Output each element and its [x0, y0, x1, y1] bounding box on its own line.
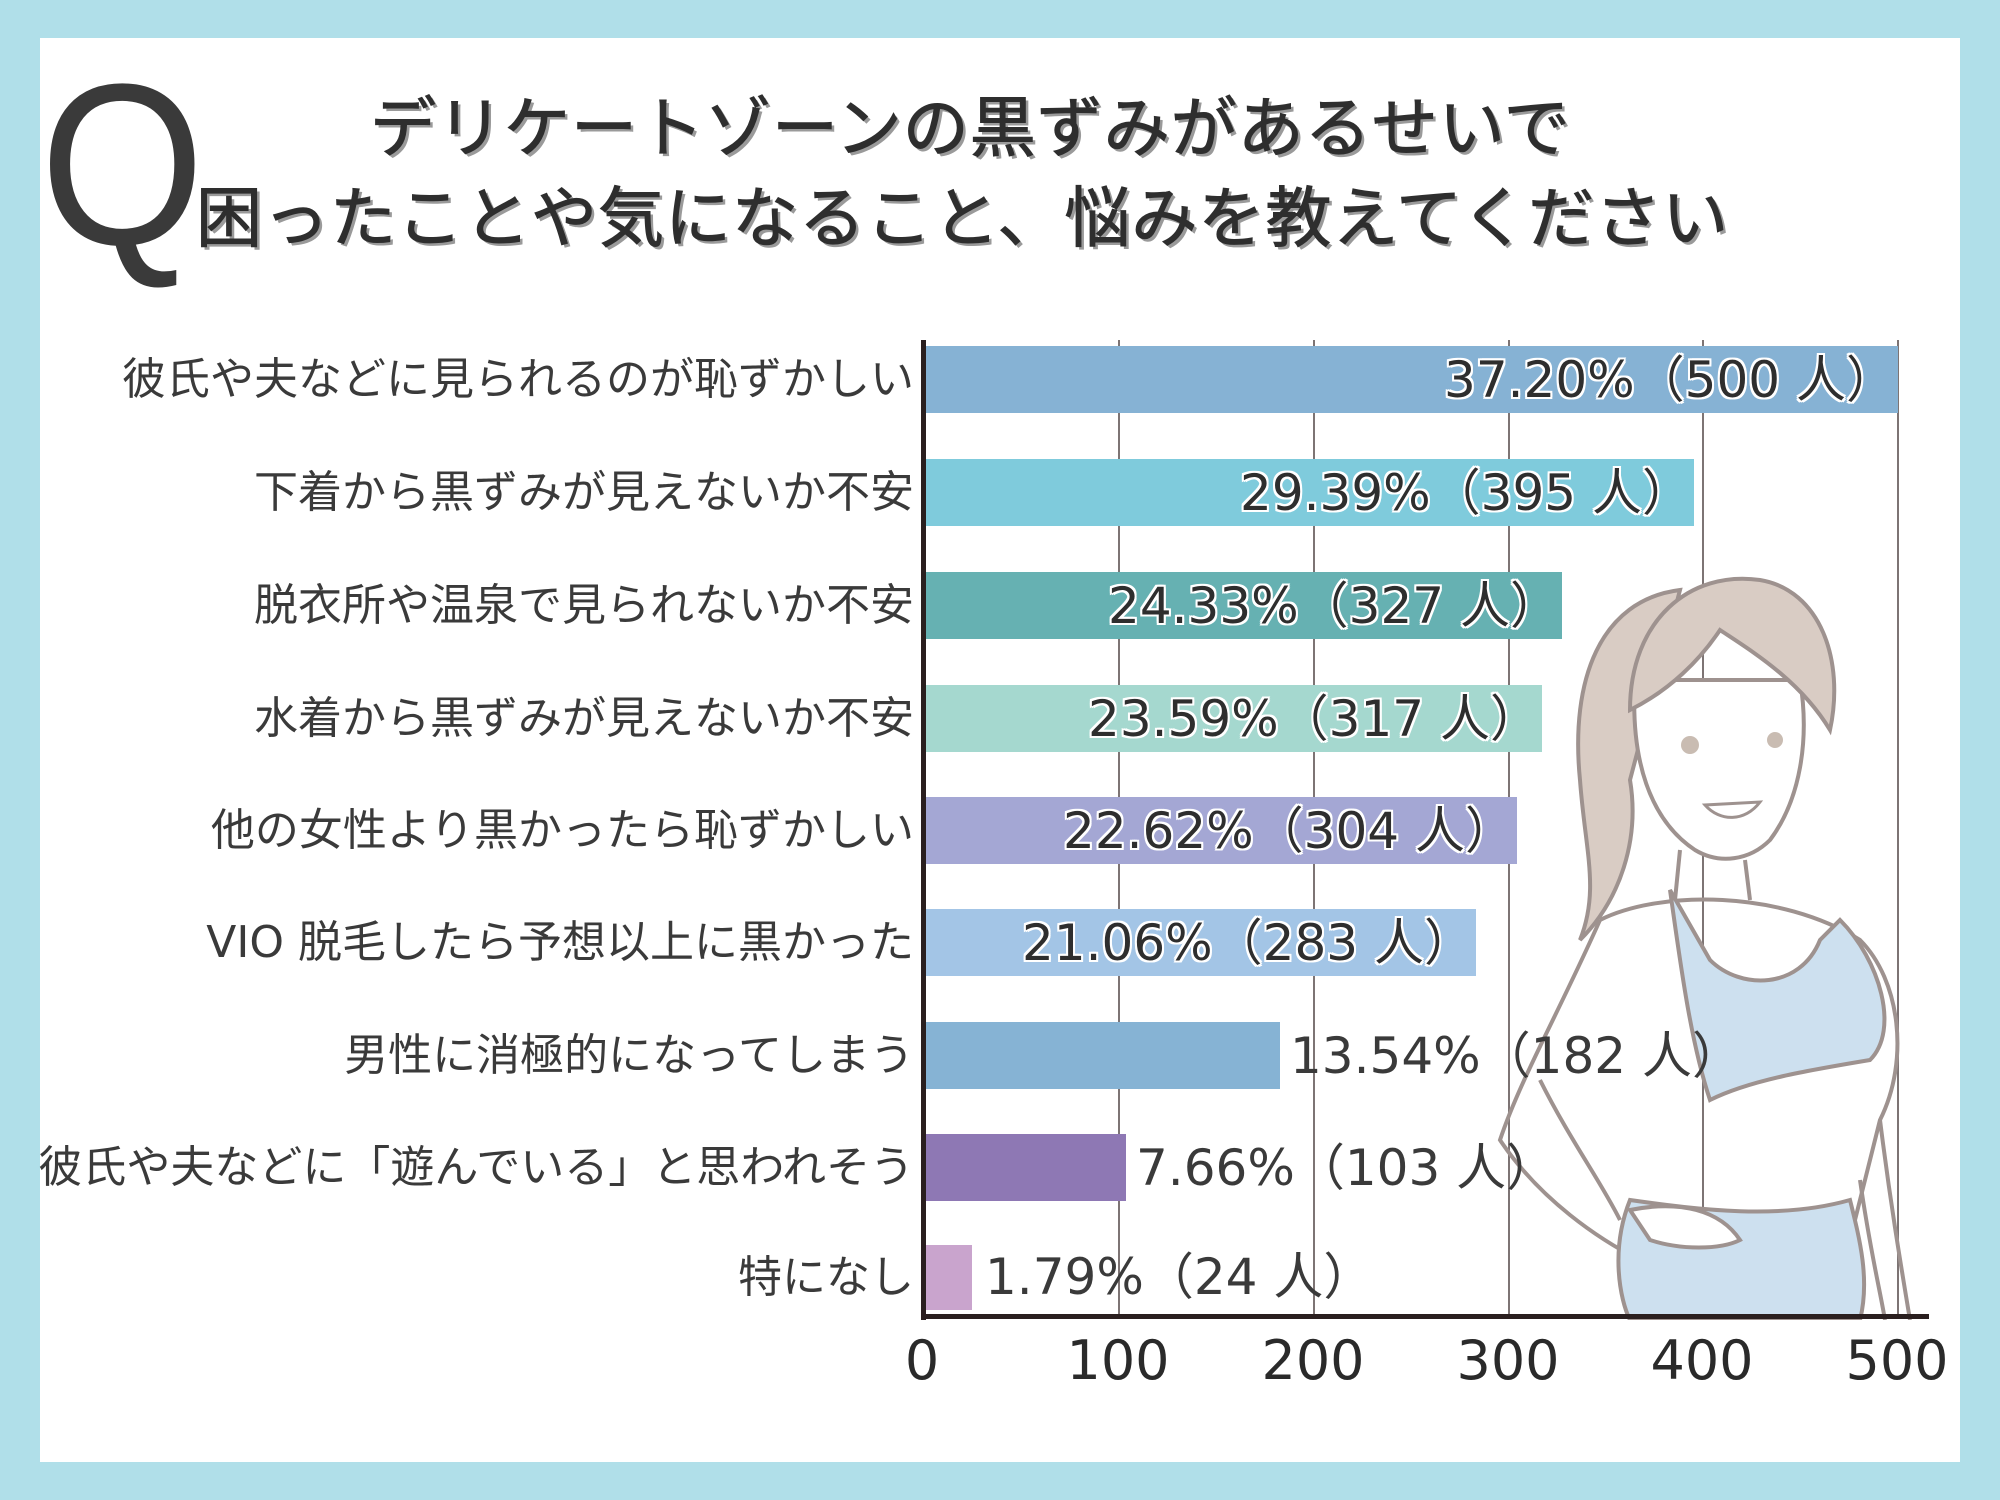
value-label-3: 24.33%（327 人） — [1108, 577, 1560, 635]
value-label-4: 23.59%（317 人） — [1088, 690, 1540, 748]
category-label-8: 彼氏や夫などに「遊んでいる」と思われそう — [38, 1142, 914, 1193]
category-label-6: VIO 脱毛したら予想以上に黒かった — [206, 917, 914, 968]
category-label-4: 水着から黒ずみが見えないか不安 — [254, 693, 914, 744]
x-tick-400: 400 — [1650, 1329, 1754, 1392]
category-label-9: 特になし — [738, 1252, 914, 1303]
value-label-2: 29.39%（395 人） — [1240, 464, 1692, 522]
category-label-1: 彼氏や夫などに見られるのが恥ずかしい — [122, 354, 914, 405]
x-axis-line — [921, 1314, 1929, 1319]
value-label-7: 13.54%（182 人） — [1290, 1027, 1742, 1085]
category-label-7: 男性に消極的になってしまう — [344, 1030, 914, 1081]
value-label-6: 21.06%（283 人） — [1022, 914, 1474, 972]
category-label-3: 脱衣所や温泉で見られないか不安 — [254, 580, 914, 631]
bar-9 — [926, 1245, 972, 1310]
chart-title-line-1: デリケートゾーンの黒ずみがあるせいで — [370, 90, 1571, 167]
x-tick-0: 0 — [904, 1329, 940, 1392]
x-tick-100: 100 — [1066, 1329, 1170, 1392]
category-label-2: 下着から黒ずみが見えないか不安 — [254, 467, 914, 518]
bar-1 — [926, 346, 1898, 413]
bar-5 — [926, 797, 1517, 864]
x-tick-300: 300 — [1456, 1329, 1560, 1392]
value-label-1: 37.20%（500 人） — [1444, 351, 1896, 409]
x-tick-500: 500 — [1845, 1329, 1949, 1392]
question-mark: Q — [40, 36, 205, 293]
category-label-5: 他の女性より黒かったら恥ずかしい — [210, 805, 914, 856]
bar-4 — [926, 685, 1542, 752]
bar-7 — [926, 1022, 1280, 1089]
value-label-8: 7.66%（103 人） — [1136, 1139, 1557, 1197]
value-label-9: 1.79%（24 人） — [985, 1248, 1374, 1306]
y-axis-line — [921, 340, 926, 1320]
woman-illustration — [1497, 576, 1912, 1320]
bar-8 — [926, 1134, 1126, 1201]
bar-2 — [926, 459, 1694, 526]
bar-3 — [926, 572, 1562, 639]
bar-6 — [926, 909, 1476, 976]
gridline-500 — [1897, 340, 1899, 1316]
x-tick-200: 200 — [1261, 1329, 1365, 1392]
chart-title-line-2: 困ったことや気になること、悩みを教えてください — [195, 180, 1730, 257]
value-label-5: 22.62%（304 人） — [1063, 802, 1515, 860]
